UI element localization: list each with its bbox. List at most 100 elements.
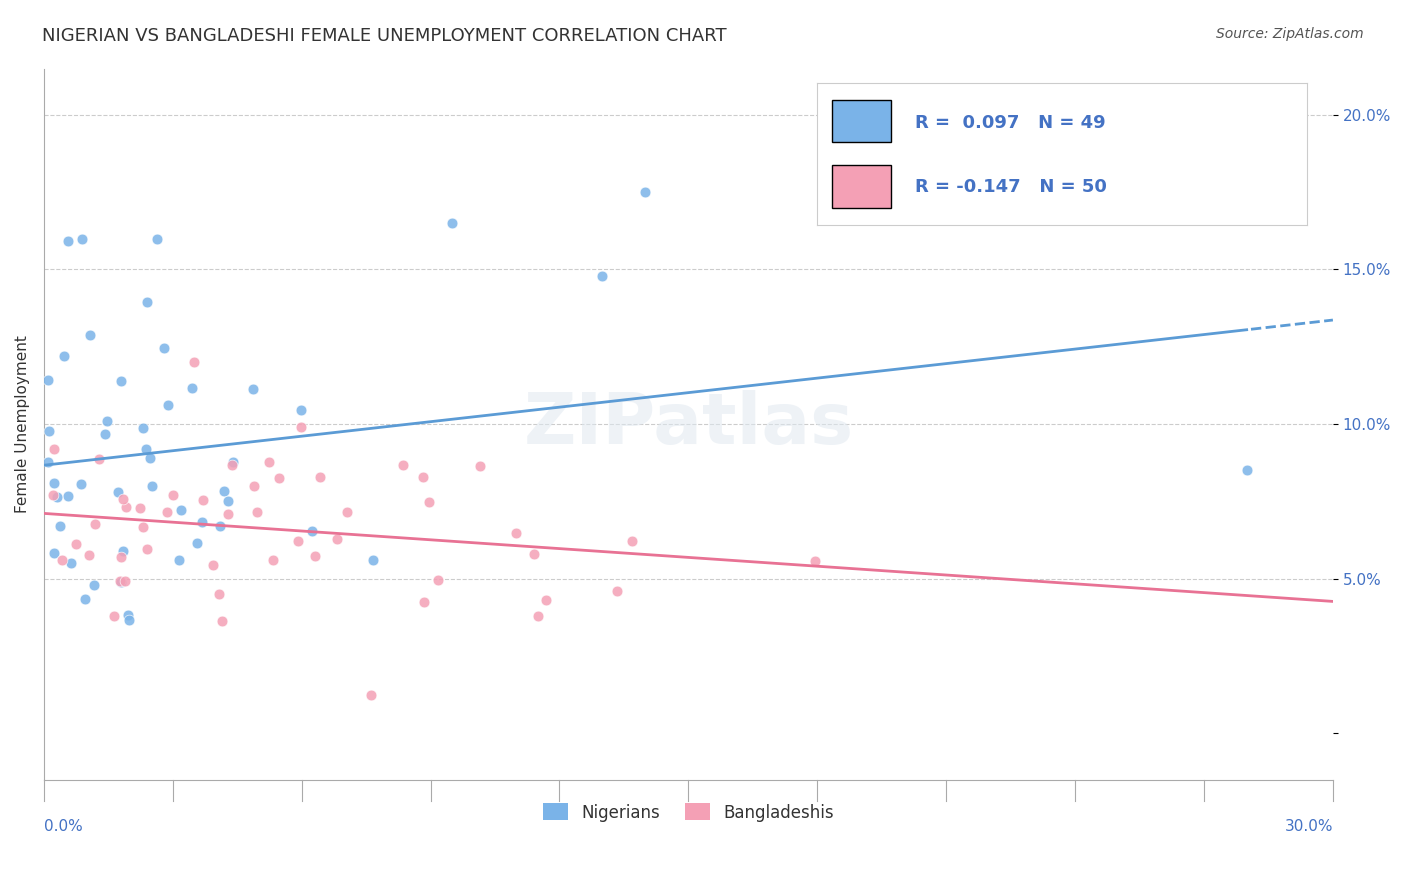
Point bbox=[157, 398, 180, 412]
Point bbox=[49, 519, 72, 533]
Point bbox=[262, 553, 284, 567]
Point bbox=[217, 494, 239, 508]
Point bbox=[221, 458, 243, 472]
Point bbox=[37, 454, 59, 468]
Text: ZIPatlas: ZIPatlas bbox=[523, 390, 853, 458]
Point bbox=[110, 374, 132, 388]
Point bbox=[208, 587, 231, 601]
Point bbox=[201, 558, 224, 573]
Point bbox=[94, 426, 117, 441]
Point bbox=[536, 593, 558, 607]
Point bbox=[135, 442, 157, 457]
Point bbox=[391, 458, 413, 472]
Point bbox=[79, 328, 101, 343]
Point bbox=[361, 552, 384, 566]
Point bbox=[183, 355, 205, 369]
Point bbox=[634, 185, 657, 199]
Point bbox=[162, 488, 184, 502]
Point bbox=[208, 519, 231, 533]
Point bbox=[108, 574, 131, 589]
Point bbox=[242, 382, 264, 396]
Point bbox=[243, 479, 266, 493]
Point bbox=[267, 471, 290, 485]
Point bbox=[117, 607, 139, 622]
Point bbox=[468, 459, 491, 474]
Point bbox=[217, 507, 239, 521]
Point bbox=[170, 503, 193, 517]
Point bbox=[211, 614, 233, 628]
Point bbox=[606, 583, 628, 598]
Point bbox=[103, 608, 125, 623]
Point bbox=[83, 578, 105, 592]
Point bbox=[136, 294, 159, 309]
Point bbox=[75, 591, 97, 606]
Point bbox=[42, 475, 65, 490]
Point bbox=[301, 524, 323, 539]
Point bbox=[51, 552, 73, 566]
Text: NIGERIAN VS BANGLADESHI FEMALE UNEMPLOYMENT CORRELATION CHART: NIGERIAN VS BANGLADESHI FEMALE UNEMPLOYM… bbox=[42, 27, 727, 45]
Point bbox=[112, 544, 135, 558]
Point bbox=[83, 517, 105, 532]
Point bbox=[191, 515, 214, 529]
Point bbox=[193, 493, 215, 508]
Point bbox=[42, 546, 65, 560]
Text: 30.0%: 30.0% bbox=[1285, 819, 1333, 834]
Point bbox=[1236, 463, 1258, 477]
Point bbox=[304, 549, 326, 563]
Point bbox=[257, 454, 280, 468]
Point bbox=[70, 476, 93, 491]
Text: 0.0%: 0.0% bbox=[44, 819, 83, 834]
Point bbox=[527, 608, 550, 623]
Point bbox=[309, 470, 332, 484]
Point bbox=[89, 451, 111, 466]
Point bbox=[360, 688, 382, 702]
Point bbox=[212, 484, 235, 499]
Point bbox=[38, 424, 60, 438]
Point bbox=[65, 537, 87, 551]
Y-axis label: Female Unemployment: Female Unemployment bbox=[15, 335, 30, 513]
Point bbox=[245, 505, 267, 519]
Point bbox=[115, 500, 138, 515]
Point bbox=[290, 420, 312, 434]
Point bbox=[42, 442, 65, 457]
Point bbox=[52, 349, 75, 363]
Point bbox=[111, 491, 134, 506]
Point bbox=[336, 505, 359, 519]
Point bbox=[418, 494, 440, 508]
Legend: Nigerians, Bangladeshis: Nigerians, Bangladeshis bbox=[536, 797, 841, 828]
Point bbox=[591, 268, 613, 283]
Point bbox=[413, 594, 436, 608]
Point bbox=[155, 505, 177, 519]
Point bbox=[107, 484, 129, 499]
Point bbox=[290, 403, 312, 417]
Point bbox=[56, 489, 79, 503]
Point bbox=[110, 549, 132, 564]
Point bbox=[118, 613, 141, 627]
Point bbox=[167, 552, 190, 566]
Point bbox=[326, 532, 349, 546]
Point bbox=[131, 421, 153, 435]
Point bbox=[135, 541, 157, 556]
Point bbox=[37, 374, 59, 388]
Point bbox=[114, 574, 136, 589]
Point bbox=[222, 455, 245, 469]
Point bbox=[132, 520, 155, 534]
Point bbox=[412, 470, 434, 484]
Point bbox=[522, 547, 544, 561]
Point bbox=[128, 501, 150, 516]
Point bbox=[141, 479, 163, 493]
Point bbox=[45, 490, 67, 504]
Point bbox=[72, 232, 94, 246]
Point bbox=[56, 234, 79, 248]
Point bbox=[110, 574, 132, 589]
Point bbox=[146, 232, 169, 246]
Text: Source: ZipAtlas.com: Source: ZipAtlas.com bbox=[1216, 27, 1364, 41]
Point bbox=[620, 533, 643, 548]
Point bbox=[60, 556, 83, 570]
Point bbox=[287, 533, 309, 548]
Point bbox=[804, 554, 827, 568]
Point bbox=[441, 216, 464, 230]
Point bbox=[181, 381, 204, 395]
Point bbox=[153, 341, 176, 355]
Point bbox=[426, 573, 449, 587]
